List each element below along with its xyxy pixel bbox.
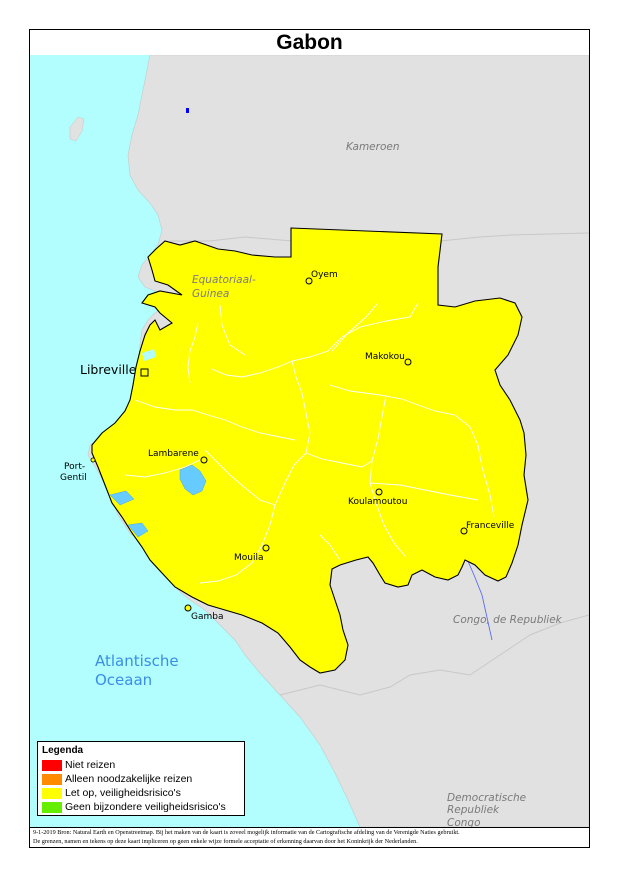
label-drc-3: Congo [447,817,481,827]
label-drc-2: Republiek [447,804,500,816]
city-marker-lambarene [200,456,208,464]
label-gamba: Gamba [191,612,223,622]
province-border-12 [319,534,341,561]
map-area: Kameroen Equatoriaal- Guinea Congo, de R… [30,55,589,827]
city-marker-makokou [404,358,412,366]
river-congo [463,551,493,641]
map-frame: Gabon [29,29,590,848]
lake-coastal-2 [109,490,135,506]
lake-coastal [127,522,149,538]
city-marker-gamba [184,604,192,612]
province-border-6 [305,452,373,468]
source-footer: 9-1-2019 Bron: Natural Earth en Openstre… [30,827,589,847]
label-ocean-2: Oceaan [95,671,152,689]
province-border-11 [124,459,201,478]
label-equatoriaal-1: Equatoriaal- [192,274,256,286]
city-marker-oyem [305,277,313,285]
label-drc-1: Democratische [447,792,526,804]
label-port-gentil-2: Gentil [60,473,87,483]
province-border-3 [291,360,311,454]
legend-item: Niet reizen [42,758,240,772]
city-marker-koulamoutou [375,488,383,496]
label-koulamoutou: Koulamoutou [348,497,407,507]
map-title: Gabon [276,31,343,54]
label-makokou: Makokou [365,352,405,362]
capital-marker-libreville [140,368,149,377]
province-border-14 [219,304,246,356]
legend-label: Niet reizen [65,759,116,771]
province-border-4 [329,384,495,518]
legend-swatch-green [42,801,62,813]
province-border-8 [204,449,276,506]
footer-line-1: 9-1-2019 Bron: Natural Earth en Openstre… [33,829,460,836]
lake-onangue [179,464,207,496]
province-border-9 [134,399,296,441]
city-marker-port-gentil [90,457,96,463]
label-lambarene: Lambarene [148,449,199,459]
province-borders [124,302,495,584]
label-mouila: Mouila [234,553,264,563]
label-congo: Congo, de Republiek [453,614,563,626]
gabon-country [91,227,529,674]
province-border-2 [331,302,379,352]
estuary [142,349,156,361]
label-franceville: Franceville [466,521,515,531]
legend-swatch-yellow [42,787,62,799]
lake-blue-dot [186,108,189,113]
legend-label: Let op, veiligheidsrisico's [65,787,181,799]
title-bar: Gabon [30,30,589,56]
label-port-gentil-1: Port- [64,462,85,472]
city-marker-mouila [262,544,270,552]
map-canvas: Kameroen Equatoriaal- Guinea Congo, de R… [30,55,589,827]
legend-swatch-orange [42,773,62,785]
label-equatoriaal-2: Guinea [192,288,229,300]
label-oyem: Oyem [311,270,338,280]
legend-swatch-red [42,759,62,771]
province-border-1 [211,302,419,378]
footer-line-2: De grenzen, namen en tekens op deze kaar… [33,837,418,845]
label-ocean-1: Atlantische [95,652,179,670]
province-border-10 [187,322,199,384]
legend: Legenda Niet reizen Alleen noodzakelijke… [37,741,245,816]
legend-title: Legenda [42,745,84,756]
province-border-13 [369,482,479,501]
label-kameroen: Kameroen [346,141,400,153]
legend-label: Geen bijzondere veiligheidsrisico's [65,801,226,813]
city-marker-franceville [460,527,468,535]
province-border-7 [199,452,307,584]
border-congo-drc [279,614,589,696]
bioko-island [69,116,85,142]
legend-item: Geen bijzondere veiligheidsrisico's [42,800,240,814]
legend-item: Let op, veiligheidsrisico's [42,786,240,800]
legend-label: Alleen noodzakelijke reizen [65,773,193,785]
label-libreville: Libreville [80,362,137,377]
legend-item: Alleen noodzakelijke reizen [42,772,240,786]
